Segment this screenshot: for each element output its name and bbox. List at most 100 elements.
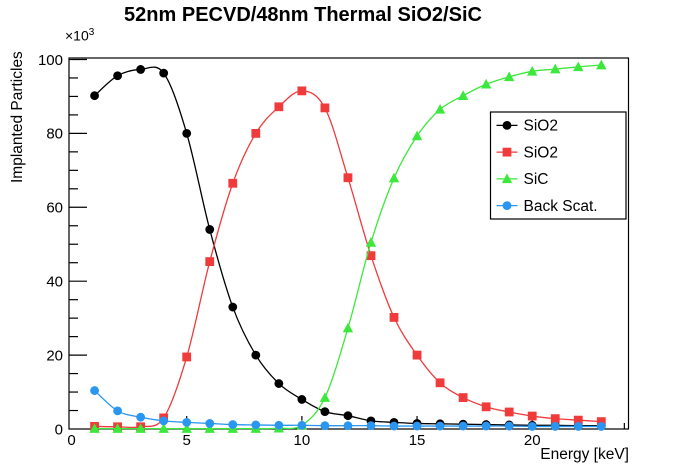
series-sio2-thermal-marker-icon [596,417,606,427]
y-axis-multiplier-base: ×10 [65,27,89,44]
series-sio2-thermal-marker-icon [274,102,284,112]
series-back-scatter-marker-icon [412,421,422,431]
series-back-scatter-marker-icon [458,421,468,431]
series-sio2-thermal-marker-icon [573,415,583,425]
series-sic-marker-icon [434,103,446,114]
series-sio2-thermal-marker-icon [251,128,261,138]
series-sio2-pecvd-marker-icon [90,91,99,101]
series-sic-marker-icon [596,59,607,70]
series-back-scatter-marker-icon [90,386,99,395]
legend-marker-circle-icon [502,201,512,211]
series-sio2-thermal-marker-icon [205,257,215,267]
series-sic-marker-icon [89,423,100,433]
y-axis-tick-label: 0 [55,421,63,438]
series-back-scatter [90,386,606,431]
series-sic-marker-icon [388,172,400,183]
legend-entry-label: SiC [524,171,549,188]
series-sic-marker-icon [480,78,492,89]
series-back-scatter-marker-icon [389,421,399,431]
series-back-scatter-marker-icon [113,406,123,416]
x-axis-tick-label: 20 [524,432,541,449]
series-sio2-thermal-marker-icon [412,350,422,360]
series-sio2-pecvd-marker-icon [343,411,353,421]
series-back-scatter-marker-icon [366,421,376,431]
series-back-scatter-marker-icon [136,412,146,422]
y-axis-multiplier-exponent: 3 [88,27,95,38]
series-sic-marker-icon [457,90,469,100]
series-back-scatter-marker-icon [297,420,307,430]
legend-entry-label: SiO2 [524,118,558,135]
series-sio2-thermal-marker-icon [481,402,491,412]
series-back-scatter-marker-icon [251,420,261,430]
series-back-scatter-marker-icon [435,421,445,431]
series-back-scatter-marker-icon [343,421,353,431]
series-back-scatter-marker-icon [205,419,215,428]
series-sio2-pecvd-marker-icon [113,71,123,81]
series-back-scatter-marker-icon [159,416,169,426]
legend-box [489,111,627,220]
series-sic-marker-icon [204,423,215,433]
series-sio2-thermal-marker-icon [435,378,445,388]
series-sio2-pecvd-marker-icon [228,302,238,312]
series-sic-marker-icon [158,423,169,433]
series-sic-marker-icon [527,65,538,76]
series-sio2-pecvd-marker-icon [320,407,330,417]
series-sio2-pecvd-marker-icon [182,128,192,138]
series-sic-marker-icon [342,322,354,333]
series-back-scatter-marker-icon [573,422,583,431]
x-axis-tick-label: 0 [67,432,75,449]
legend-entry-label: SiO2 [524,144,558,161]
series-sio2-pecvd-marker-icon [205,225,215,234]
y-axis-tick-label: 40 [46,273,63,290]
series-sio2-pecvd-marker-icon [136,65,146,74]
legend-entry-label: Back Scat. [524,198,598,215]
series-sio2-thermal-marker-icon [343,173,353,183]
series-back-scatter-marker-icon [228,420,238,429]
legend-marker-square-icon [502,147,512,157]
legend-entry-sio2-thermal: SiO2 [496,144,558,161]
x-axis-tick-label: 15 [409,432,426,449]
series-sic-marker-icon [135,423,146,433]
legend-marker-triangle-up-icon [501,173,513,184]
y-axis-tick-label: 80 [46,126,63,143]
y-axis-tick-label: 60 [46,200,63,217]
y-axis-tick-label: 100 [38,52,63,69]
series-back-scatter-marker-icon [481,421,491,431]
x-axis-title: Energy [keV] [540,446,629,463]
series-back-scatter-marker-icon [320,421,330,431]
series-sic-marker-icon [411,130,423,141]
series-sio2-pecvd-marker-icon [251,350,261,360]
series-back-scatter-marker-icon [550,422,560,431]
series-sio2-thermal-marker-icon [366,251,376,261]
series-sic-marker-icon [573,61,584,72]
x-axis-tick-label: 10 [294,432,311,449]
series-sio2-thermal-marker-icon [527,411,537,421]
series-sic-marker-icon [550,63,561,74]
legend-entry-sic: SiC [496,171,549,188]
series-sic-marker-icon [181,423,192,433]
series-sio2-thermal-marker-icon [182,352,192,362]
series-sio2-thermal-marker-icon [320,103,330,113]
series-back-scatter-marker-icon [274,420,284,430]
legend-marker-circle-icon [502,120,512,130]
series-sio2-thermal-marker-icon [550,414,560,424]
series-sio2-pecvd-marker-icon [159,68,169,78]
series-sio2-thermal-marker-icon [458,393,468,402]
series-back-scatter-marker-icon [527,422,537,431]
series-sio2-thermal-marker-icon [297,86,307,96]
legend-entry-back-scatter: Back Scat. [496,198,598,215]
series-sio2-thermal-marker-icon [389,313,399,322]
legend: SiO2 SiO2 SiC Back Scat. [489,111,627,220]
series-back-scatter-marker-icon [182,417,192,427]
series-sic-marker-icon [319,392,331,402]
series-back-scatter-marker-icon [504,421,514,431]
series-sic-marker-icon [112,423,123,433]
series-sio2-pecvd-marker-icon [274,379,284,388]
series-sic-marker-icon [503,71,515,82]
y-axis-multiplier: ×103 [65,27,94,44]
series-back-scatter-marker-icon [596,422,606,431]
legend-entry-sio2-pecvd: SiO2 [496,118,558,135]
x-axis-tick-label: 5 [183,432,191,449]
